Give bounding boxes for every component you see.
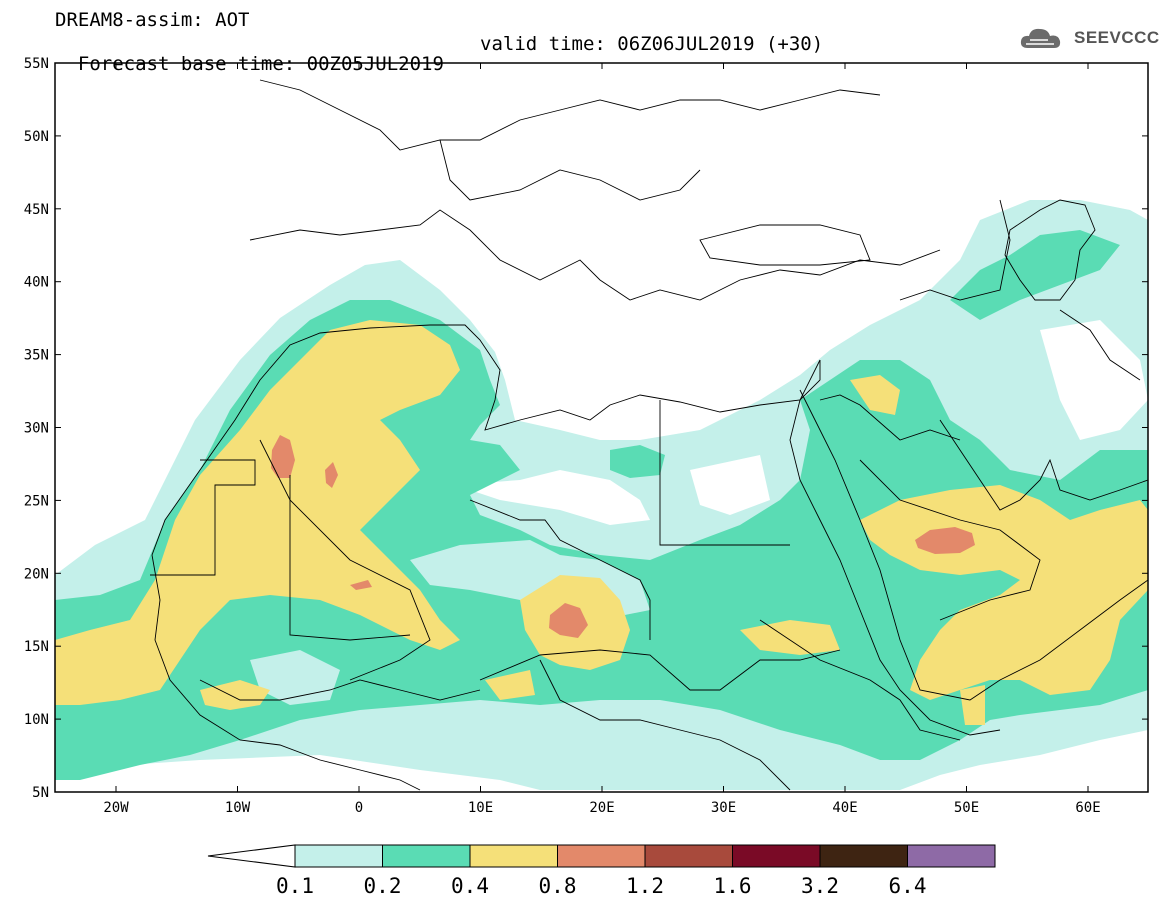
lat-label: 20N [24, 566, 49, 582]
lat-label: 30N [24, 421, 49, 437]
coast-gulf [939, 419, 1148, 511]
border-2 [469, 499, 651, 640]
seevccc-logo: SEEVCCC [1018, 24, 1160, 52]
black-sea [699, 224, 871, 266]
border-11 [899, 199, 1011, 301]
lon-label: 20W [103, 800, 129, 816]
aot-band-0.8-arabia [915, 527, 975, 554]
lat-label: 40N [24, 275, 49, 291]
longitude-axis: 20W 10W 0 10E 20E 30E 40E 50E 60E [103, 63, 1101, 816]
aot-contour-fields [55, 200, 1148, 790]
lat-label: 45N [24, 202, 49, 218]
lon-label: 10W [225, 800, 251, 816]
base-time-label: Forecast base time: 00Z05JUL2019 [77, 53, 444, 75]
aot-low-area-3 [1040, 320, 1148, 440]
map-title: DREAM8-assim: AOT [55, 9, 250, 31]
border-5 [289, 475, 411, 641]
colorbar-label: 0.1 [276, 874, 314, 898]
coast-arabia [799, 389, 1148, 701]
colorbar-swatch [907, 844, 996, 868]
coast-africa-west [151, 324, 821, 556]
coast-redsea-west [789, 359, 1001, 736]
aot-band-0.4-eth [740, 620, 840, 655]
colorbar-label: 0.4 [451, 874, 489, 898]
lon-label: 30E [711, 800, 736, 816]
lon-label: 20E [589, 800, 614, 816]
aot-band-0.4-iraq [850, 375, 900, 415]
aot-band-0.8-mali [325, 462, 338, 488]
aot-band-0.8-niger [350, 580, 372, 590]
lat-label: 10N [24, 712, 49, 728]
lon-label: 60E [1075, 800, 1100, 816]
lat-label: 35N [24, 348, 49, 364]
border-8 [859, 459, 1041, 621]
border-3 [659, 400, 790, 546]
colorbar-label: 3.2 [801, 874, 839, 898]
aot-band-0.4-west [55, 320, 460, 705]
lat-label: 25N [24, 493, 49, 509]
aot-band-0.8-mauritania [271, 435, 295, 478]
latitude-axis: 55N 50N 45N 40N 35N 30N 25N 20N 15N 10N 5N [24, 56, 1148, 801]
border-14 [199, 679, 481, 701]
colorbar-label: 0.2 [364, 874, 402, 898]
aot-band-0.2-libya [610, 445, 665, 478]
cloud-icon [1020, 28, 1061, 48]
aot-band-0.8-chad [549, 603, 588, 638]
aot-hole-2 [250, 650, 340, 705]
colorbar-swatch [644, 844, 733, 868]
border-9 [759, 619, 961, 741]
colorbar-swatch [732, 844, 821, 868]
aot-band-0.4-sudan [485, 670, 535, 700]
coast-europe-north [259, 79, 881, 151]
colorbar: 0.1 0.2 0.4 0.8 1.2 1.6 3.2 6.4 [207, 844, 996, 898]
colorbar-label: 1.6 [714, 874, 752, 898]
border-4 [150, 459, 256, 576]
border-13 [1059, 309, 1141, 381]
aot-band-0.4-somalia [960, 685, 985, 725]
aot-low-area-4 [55, 755, 540, 790]
aot-low-area-1 [455, 470, 650, 525]
caspian-sea [1004, 199, 1096, 301]
aot-band-0.2-north [950, 230, 1120, 320]
valid-time-label: valid time: 06Z06JUL2019 (+30) [480, 33, 824, 55]
colorbar-label: 1.2 [626, 874, 664, 898]
colorbar-label: 0.8 [539, 874, 577, 898]
border-10 [539, 659, 791, 791]
colorbar-swatch [557, 844, 646, 868]
coast-europe [249, 209, 941, 301]
lat-label: 5N [32, 785, 49, 801]
coast-africa-south [151, 554, 421, 791]
lon-label: 50E [954, 800, 979, 816]
forecast-base-time: Forecast base time: 00Z05JUL2019 valid t… [55, 34, 823, 94]
colorbar-swatch [382, 844, 471, 868]
border-12 [439, 139, 701, 201]
lon-label: 40E [832, 800, 857, 816]
logo-text: SEEVCCC [1074, 28, 1160, 47]
aot-band-0.4-mali [200, 680, 270, 710]
lat-label: 15N [24, 639, 49, 655]
border-6 [479, 649, 841, 691]
colorbar-left-arrow [207, 844, 296, 868]
colorbar-swatch [294, 844, 383, 868]
colorbar-swatch [469, 844, 558, 868]
lon-label: 10E [468, 800, 493, 816]
lat-label: 55N [24, 56, 49, 72]
country-borders [150, 79, 1148, 791]
lat-label: 50N [24, 129, 49, 145]
lon-label: 0 [355, 800, 363, 816]
aot-low-area-2 [690, 455, 770, 515]
colorbar-label: 6.4 [889, 874, 927, 898]
colorbar-swatch [819, 844, 908, 868]
border-7 [819, 394, 961, 441]
